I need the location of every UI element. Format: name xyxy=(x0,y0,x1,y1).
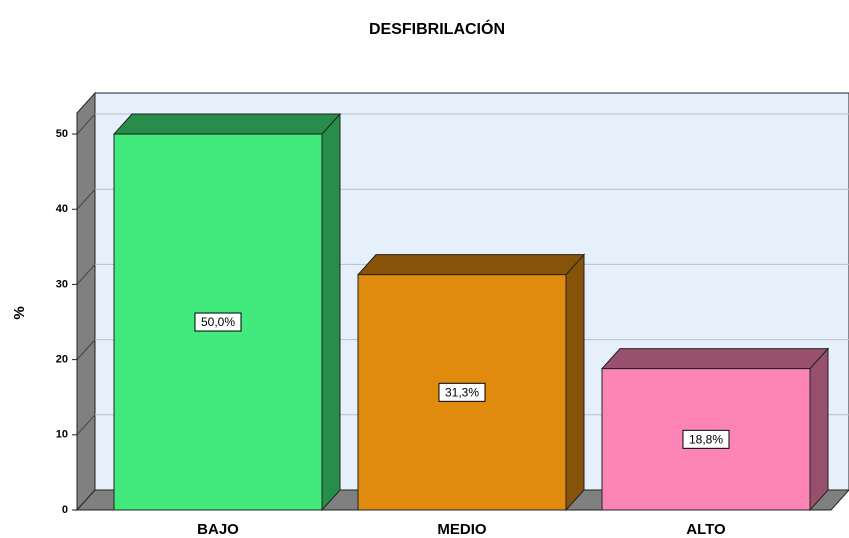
value-label-box xyxy=(682,429,730,449)
y-tick-label: 0 xyxy=(62,504,68,516)
bar-side xyxy=(565,253,585,512)
y-axis-label: % xyxy=(11,306,28,319)
value-label: 31,3% xyxy=(445,386,479,400)
value-label-group: 18,8% xyxy=(682,429,730,449)
x-tick-label: BAJO xyxy=(197,521,239,538)
y-tick-label: 30 xyxy=(56,278,68,290)
chart-title: DESFIBRILACIÓN xyxy=(369,19,505,38)
grid-line xyxy=(76,339,96,360)
bar-side xyxy=(809,347,829,512)
grid-line xyxy=(76,414,96,436)
value-label: 18,8% xyxy=(689,432,723,446)
x-tick-label: ALTO xyxy=(686,521,726,538)
y-tick-label: 50 xyxy=(56,128,68,140)
value-label-group: 50,0% xyxy=(194,312,242,332)
y-tick-label: 20 xyxy=(56,354,68,366)
value-label-group: 31,3% xyxy=(438,382,486,402)
value-label-box xyxy=(194,312,242,332)
y-tick-label: 40 xyxy=(56,203,68,215)
grid-line xyxy=(76,188,96,210)
bar-top xyxy=(600,348,830,370)
grid-line xyxy=(76,113,96,135)
value-label: 50,0% xyxy=(201,315,235,329)
grid-line xyxy=(76,264,96,285)
bar-side xyxy=(321,112,341,512)
bar-top xyxy=(356,254,586,276)
bar-top xyxy=(112,113,342,135)
x-tick-label: MEDIO xyxy=(437,521,487,538)
left-wall xyxy=(76,91,96,512)
y-tick-label: 10 xyxy=(56,429,68,441)
value-label-box xyxy=(438,382,486,402)
